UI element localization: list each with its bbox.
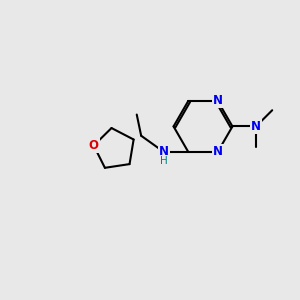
Text: N: N (251, 120, 261, 133)
Text: N: N (213, 146, 223, 158)
Text: N: N (213, 94, 223, 107)
Text: H: H (160, 156, 168, 167)
Text: N: N (159, 146, 169, 158)
Text: O: O (89, 139, 99, 152)
